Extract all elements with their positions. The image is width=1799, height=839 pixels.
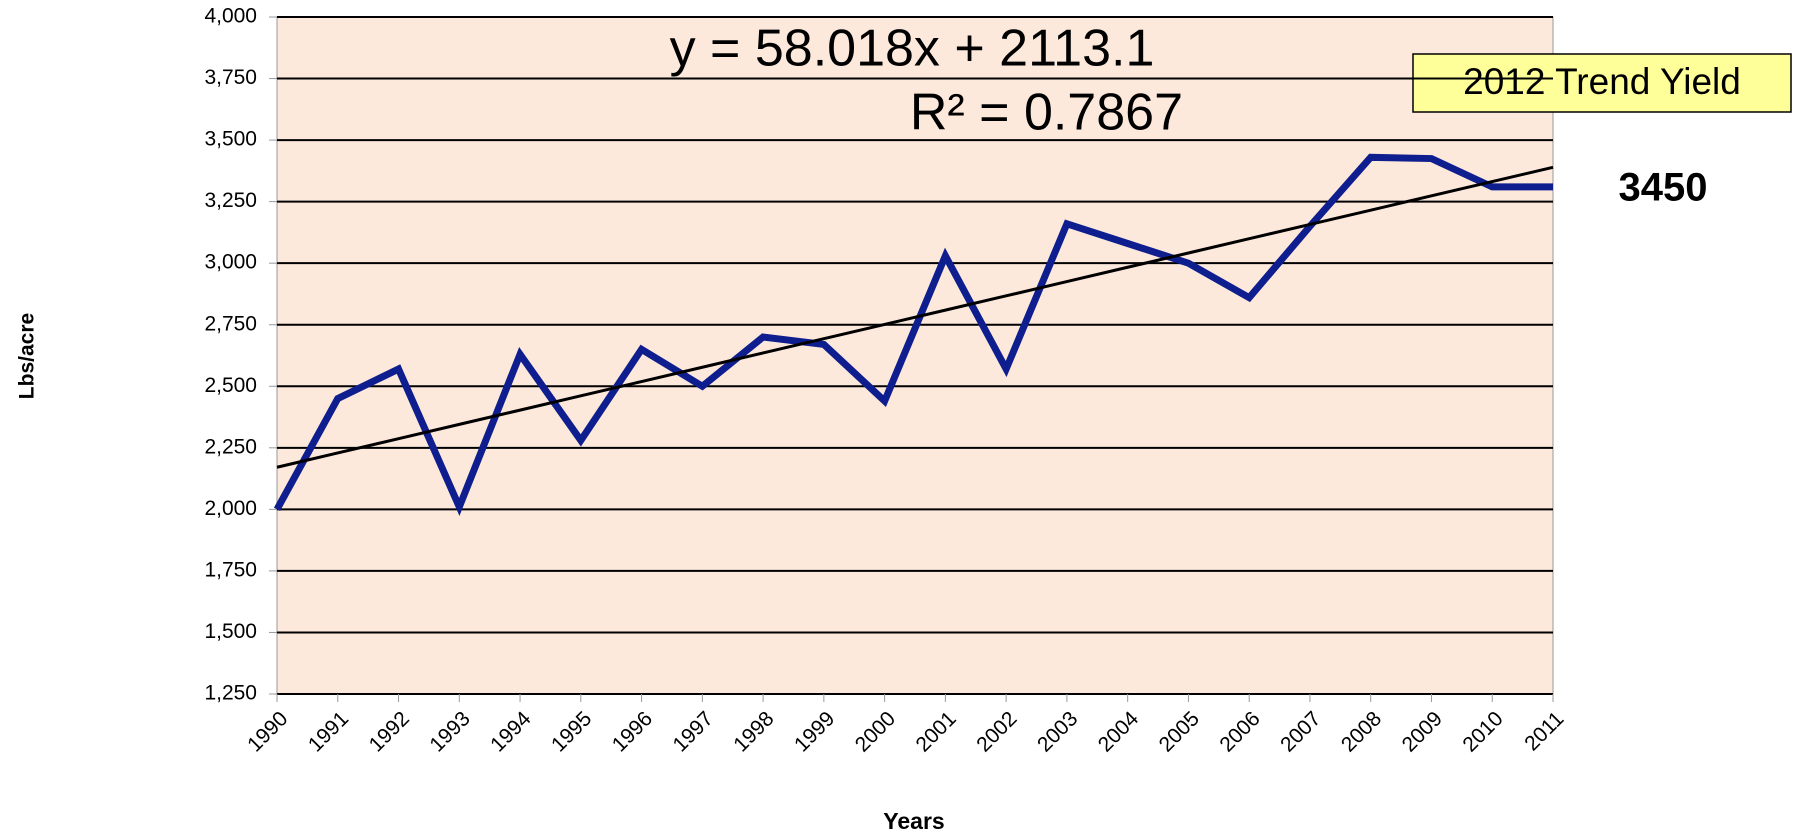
y-tick-label: 1,750	[204, 558, 257, 581]
x-tick-label: 2005	[1155, 707, 1204, 756]
x-tick-label: 1994	[486, 707, 536, 757]
x-tick-label: 2001	[912, 707, 961, 756]
data-line	[273, 153, 1553, 516]
y-axis-label: Lbs/acre	[16, 313, 39, 399]
trend-line	[276, 165, 1554, 469]
x-axis-label: Years	[883, 808, 944, 834]
x-tick-label: 1992	[365, 707, 414, 756]
x-tick-label: 2006	[1215, 707, 1264, 756]
y-tick-label: 1,500	[204, 620, 257, 643]
x-tick-label: 1990	[243, 707, 292, 756]
x-tick-label: 2008	[1337, 707, 1386, 756]
callout-box	[1412, 53, 1792, 113]
x-tick-label: 1996	[608, 707, 657, 756]
callout: 2012 Trend Yield	[1463, 61, 1741, 102]
x-tick-label: 1999	[790, 707, 839, 756]
y-tick-label: 3,750	[204, 66, 257, 89]
x-tick-label: 2007	[1276, 707, 1325, 756]
x-tick-label: 2009	[1398, 707, 1447, 756]
x-tick-label: 2004	[1094, 707, 1144, 757]
y-tick-label: 2,250	[204, 435, 257, 458]
y-tick-label: 4,000	[204, 5, 257, 28]
equation: y = 58.018x + 2113.1	[670, 20, 1155, 78]
x-tick-label: 2010	[1458, 707, 1507, 756]
plot-area	[276, 16, 1554, 695]
x-tick-label: 2002	[972, 707, 1021, 756]
y-tick-label: 3,000	[204, 251, 257, 274]
x-tick-label: 1998	[729, 707, 778, 756]
y-tick-label: 1,250	[204, 682, 257, 705]
y-tick-label: 2,500	[204, 374, 257, 397]
x-tick-label: 1995	[547, 707, 596, 756]
y-tick-label: 2,000	[204, 497, 257, 520]
x-tick-label: 1991	[304, 707, 353, 756]
y-tick-label: 3,500	[204, 128, 257, 151]
x-tick-label: 2003	[1033, 707, 1082, 756]
r-squared: R² = 0.7867	[910, 84, 1183, 142]
x-tick-label: 2011	[1520, 707, 1568, 755]
x-tick-label: 1993	[425, 707, 474, 756]
x-tick-label: 2000	[851, 707, 900, 756]
y-tick-label: 3,250	[204, 189, 257, 212]
x-tick-label: 1997	[668, 707, 717, 756]
callout-value: 3450	[1619, 166, 1708, 210]
y-tick-label: 2,750	[204, 312, 257, 335]
